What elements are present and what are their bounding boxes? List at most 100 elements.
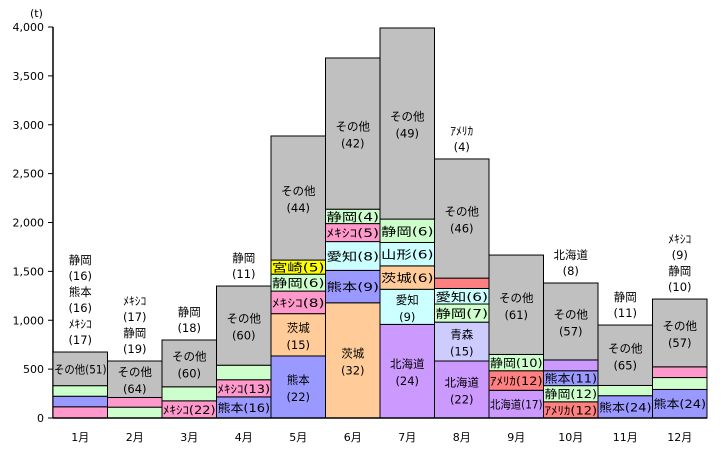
segment-label: 静岡(6) [381, 224, 434, 238]
segment-share: (64) [123, 382, 147, 396]
bar-segment [379, 288, 435, 325]
outside-label: ﾒｷｼｺ [123, 294, 146, 308]
outside-share: (8) [563, 264, 579, 278]
outside-share: (11) [232, 267, 256, 281]
segment-label: 北海道 [390, 357, 425, 371]
segment-label: その他 [227, 312, 262, 326]
x-tick-label: 10月 [558, 431, 583, 444]
bar-segment [107, 406, 163, 419]
bar-segment [379, 27, 435, 220]
segment-label: その他 [663, 319, 698, 333]
y-tick-label: 3,500 [13, 70, 45, 83]
bar-segment [652, 366, 708, 379]
y-tick-label: 2,000 [13, 217, 45, 230]
bar-segment [434, 158, 490, 279]
outside-label: ﾒｷｼｺ [69, 317, 92, 331]
bar-group-11: 熊本(24) その他 (65) (11) 静岡 [597, 290, 653, 419]
segment-label: 愛知 [396, 293, 419, 307]
segment-label: 愛知(8) [327, 249, 380, 263]
x-tick-label: 1月 [71, 431, 89, 444]
segment-label: 茨城(6) [381, 271, 434, 285]
bar-segment [216, 364, 272, 381]
segment-label: 山形(6) [381, 248, 434, 262]
bar-segment [652, 377, 708, 390]
segment-label: 熊本(9) [327, 280, 380, 294]
bar-segment [107, 396, 163, 408]
segment-share: (15) [450, 345, 474, 359]
segment-share: (24) [395, 374, 419, 388]
segment-label: ｱﾒﾘｶ(12) [490, 374, 543, 388]
outside-label: 静岡 [232, 251, 255, 265]
x-tick-label: 11月 [613, 431, 638, 444]
segment-share: (60) [232, 329, 256, 343]
outside-share: (11) [613, 306, 637, 320]
segment-label: ﾒｷｼｺ(22) [163, 403, 216, 417]
segment-label: その他 [172, 349, 207, 363]
segment-label: 熊本(24) [654, 397, 707, 411]
segment-share: (22) [286, 390, 310, 404]
x-tick-label: 9月 [507, 431, 525, 444]
segment-label: ﾒｷｼｺ(13) [218, 382, 271, 396]
segment-label: その他 [118, 365, 153, 379]
y-tick-label: 1,500 [13, 265, 45, 278]
segment-label: 熊本(11) [545, 372, 598, 386]
segment-share: (32) [341, 363, 365, 377]
segment-label: その他 [281, 184, 316, 198]
segment-label: ﾒｷｼｺ(8) [272, 296, 325, 310]
bar-segment [52, 385, 108, 397]
x-tick-label: 4月 [235, 431, 253, 444]
bar-segment [107, 360, 163, 398]
outside-label: 静岡 [69, 253, 92, 267]
segment-label: その他 [390, 110, 425, 124]
segment-share: (57) [668, 336, 692, 350]
segment-label: その他 [554, 307, 589, 321]
outside-share: (10) [668, 280, 692, 294]
segment-label: 北海道 [445, 376, 480, 390]
x-tick-label: 7月 [398, 431, 416, 444]
bar-segment [434, 277, 490, 289]
bar-segment [325, 57, 381, 210]
outside-label: ｱﾒﾘｶ [450, 124, 473, 138]
y-tick-label: 2,500 [13, 168, 45, 181]
bar-segment [488, 254, 544, 355]
outside-label: 静岡 [614, 290, 637, 304]
segment-share: (42) [341, 137, 365, 151]
y-tick-label: 3,000 [13, 119, 45, 132]
outside-share: (17) [123, 310, 147, 324]
segment-share: (22) [450, 393, 474, 407]
segment-label: その他(51) [54, 362, 107, 376]
segment-share: (60) [177, 366, 201, 380]
segment-label: 静岡(12) [545, 387, 598, 401]
segment-label: 茨城 [287, 321, 310, 335]
x-axis: 1月 2月 3月 4月 5月 6月 7月 8月 9月 10月 11月 12月 [53, 417, 707, 444]
bar-segment [270, 135, 326, 261]
segment-share: (61) [504, 308, 528, 322]
outside-share: (18) [177, 321, 201, 335]
bar-segment [216, 285, 272, 366]
bar-segment [52, 406, 108, 419]
segment-label: 宮崎(5) [272, 261, 325, 275]
segment-label: その他 [336, 120, 371, 134]
bar-segment [652, 388, 708, 419]
segment-label: 熊本(24) [599, 400, 652, 414]
y-tick-label: 0 [37, 412, 44, 425]
segment-label: その他 [445, 205, 480, 219]
outside-label: 静岡 [178, 305, 201, 319]
segment-label: その他 [608, 341, 643, 355]
bar-segment [161, 339, 217, 388]
segment-label: 北海道(17) [490, 398, 543, 412]
segment-label: 静岡(7) [436, 307, 489, 321]
segment-label: その他 [499, 291, 534, 305]
bar-segment [270, 355, 326, 419]
bars: その他(51)(17)ﾒｷｼｺ(16)熊本(16)静岡その他(64)(19)静岡… [52, 27, 708, 419]
segment-share: (46) [450, 222, 474, 236]
y-tick-label: 500 [23, 363, 44, 376]
segment-label: 青森 [450, 328, 473, 342]
bar-group-5: 熊本 (22) 茨城 (15) ﾒｷｼｺ(8) 静岡(6)宮崎(5) その他 (44) [270, 135, 326, 419]
segment-label: 熊本(16) [218, 401, 271, 415]
outside-share: (4) [454, 140, 470, 154]
bar-segment [597, 384, 653, 397]
outside-label: ﾒｷｼｺ [668, 232, 691, 246]
segment-label: ｱﾒﾘｶ(12) [545, 403, 598, 417]
segment-share: (44) [286, 201, 310, 215]
